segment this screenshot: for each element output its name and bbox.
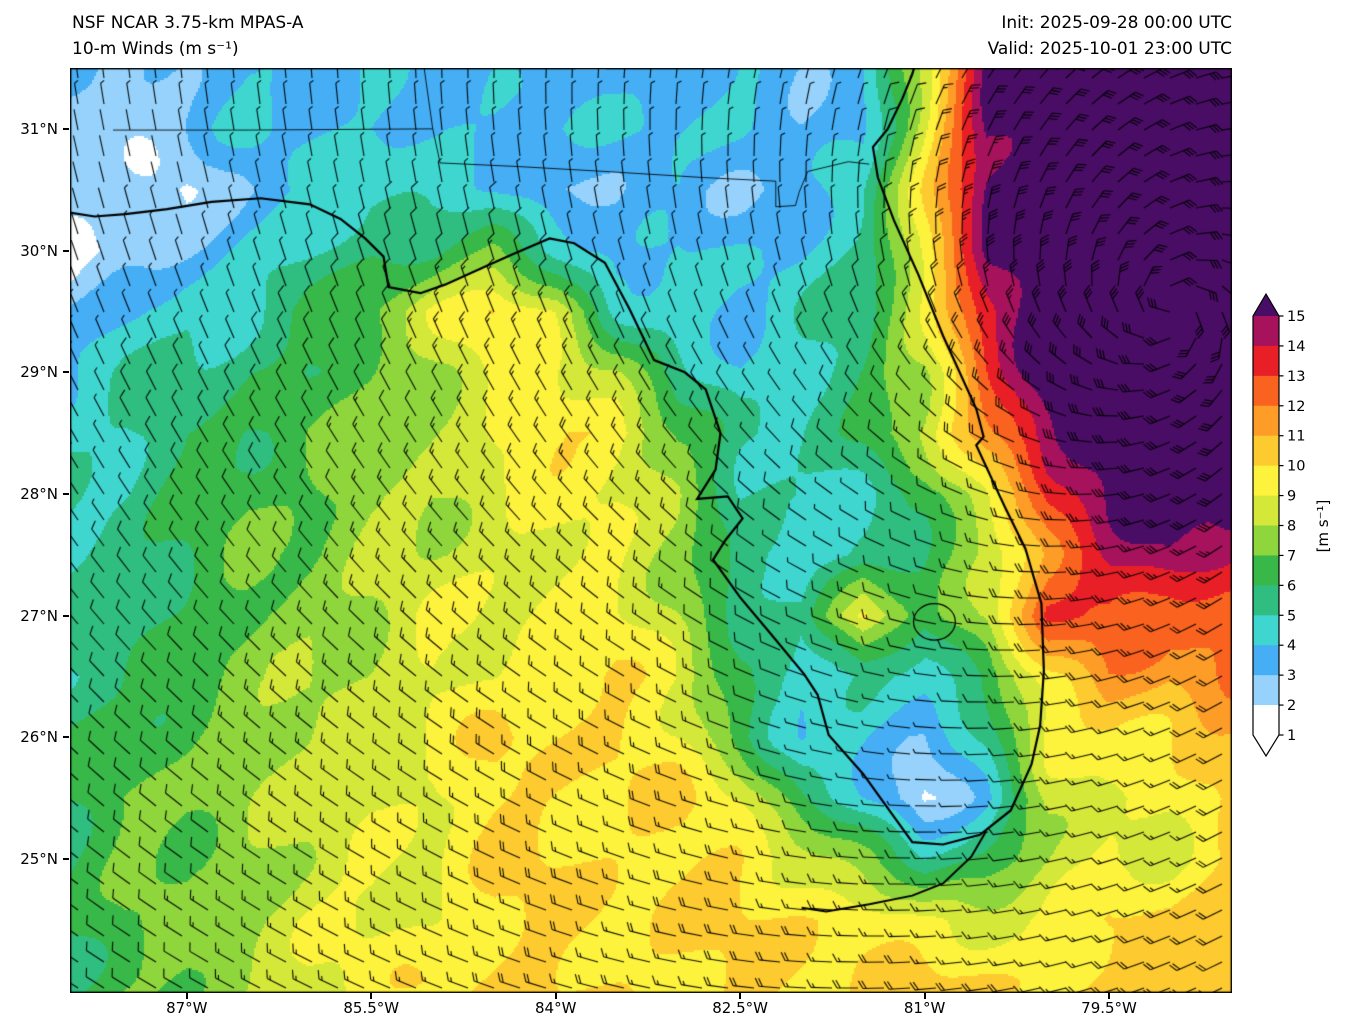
x-tick-label: 79.5°W — [1081, 999, 1137, 1017]
y-tick-label: 26°N — [20, 728, 58, 747]
x-tick-mark — [1108, 993, 1111, 999]
colorbar-segment — [1253, 465, 1279, 497]
model-title: NSF NCAR 3.75-km MPAS-A — [72, 13, 304, 33]
x-tick-label: 87°W — [166, 999, 208, 1017]
y-tick-label: 30°N — [20, 241, 58, 260]
y-tick-label: 25°N — [20, 850, 58, 869]
colorbar-over-arrow — [1253, 294, 1279, 316]
title-block: NSF NCAR 3.75-km MPAS-A 10-m Winds (m s⁻… — [72, 10, 304, 62]
colorbar-segment — [1253, 675, 1279, 706]
valid-time: Valid: 2025-10-01 23:00 UTC — [987, 39, 1232, 59]
colorbar-segment — [1253, 316, 1279, 347]
x-tick-mark — [370, 993, 373, 999]
y-tick-mark — [63, 371, 69, 374]
colorbar-tick-label: 8 — [1287, 519, 1296, 535]
y-tick-mark — [63, 249, 69, 252]
colorbar-segment — [1253, 405, 1279, 437]
x-tick-mark — [185, 993, 188, 999]
y-tick-mark — [63, 858, 69, 861]
colorbar-segment — [1253, 615, 1279, 646]
colorbar-tick-label: 9 — [1287, 489, 1296, 505]
y-tick-mark — [63, 614, 69, 617]
colorbar-tick-label: 5 — [1287, 608, 1296, 624]
colorbar-tick-label: 15 — [1287, 309, 1305, 325]
y-tick-mark — [63, 492, 69, 495]
colorbar-tick-label: 1 — [1287, 728, 1296, 744]
colorbar-segment — [1253, 495, 1279, 527]
colorbar-under-arrow — [1253, 735, 1279, 756]
y-tick-label: 28°N — [20, 484, 58, 503]
colorbar-unit-label: [m s⁻¹] — [1314, 499, 1332, 553]
colorbar-tick-label: 11 — [1287, 429, 1305, 445]
colorbar-tick-label: 10 — [1287, 459, 1305, 475]
time-block: Init: 2025-09-28 00:00 UTC Valid: 2025-1… — [988, 10, 1232, 62]
y-tick-label: 27°N — [20, 606, 58, 625]
product-title: 10-m Winds (m s⁻¹) — [72, 39, 239, 59]
colorbar-tick-label: 14 — [1287, 339, 1305, 355]
colorbar-segment — [1253, 555, 1279, 586]
x-tick-mark — [923, 993, 926, 999]
colorbar-tick-label: 13 — [1287, 369, 1305, 385]
colorbar-segment — [1253, 525, 1279, 557]
colorbar-tick-label: 7 — [1287, 548, 1296, 564]
colorbar-segment — [1253, 375, 1279, 407]
colorbar-segment — [1253, 705, 1279, 736]
y-tick-mark — [63, 127, 69, 130]
colorbar-tick-label: 2 — [1287, 698, 1296, 714]
x-tick-label: 82.5°W — [712, 999, 768, 1017]
wind-map-canvas — [70, 68, 1232, 993]
colorbar-tick-label: 12 — [1287, 399, 1305, 415]
y-tick-mark — [63, 736, 69, 739]
colorbar-segment — [1253, 585, 1279, 616]
y-tick-label: 31°N — [20, 119, 58, 138]
x-tick-mark — [554, 993, 557, 999]
init-time: Init: 2025-09-28 00:00 UTC — [1001, 13, 1232, 33]
colorbar-tick-label: 4 — [1287, 638, 1296, 654]
colorbar-tick-label: 6 — [1287, 578, 1296, 594]
x-tick-mark — [739, 993, 742, 999]
colorbar-segment — [1253, 645, 1279, 676]
x-tick-label: 84°W — [534, 999, 577, 1017]
colorbar-segment — [1253, 345, 1279, 377]
x-tick-label: 85.5°W — [343, 999, 400, 1017]
colorbar-segment — [1253, 435, 1279, 467]
colorbar-tick-label: 3 — [1287, 668, 1296, 684]
x-tick-label: 81°W — [903, 999, 946, 1017]
y-tick-label: 29°N — [20, 363, 58, 382]
